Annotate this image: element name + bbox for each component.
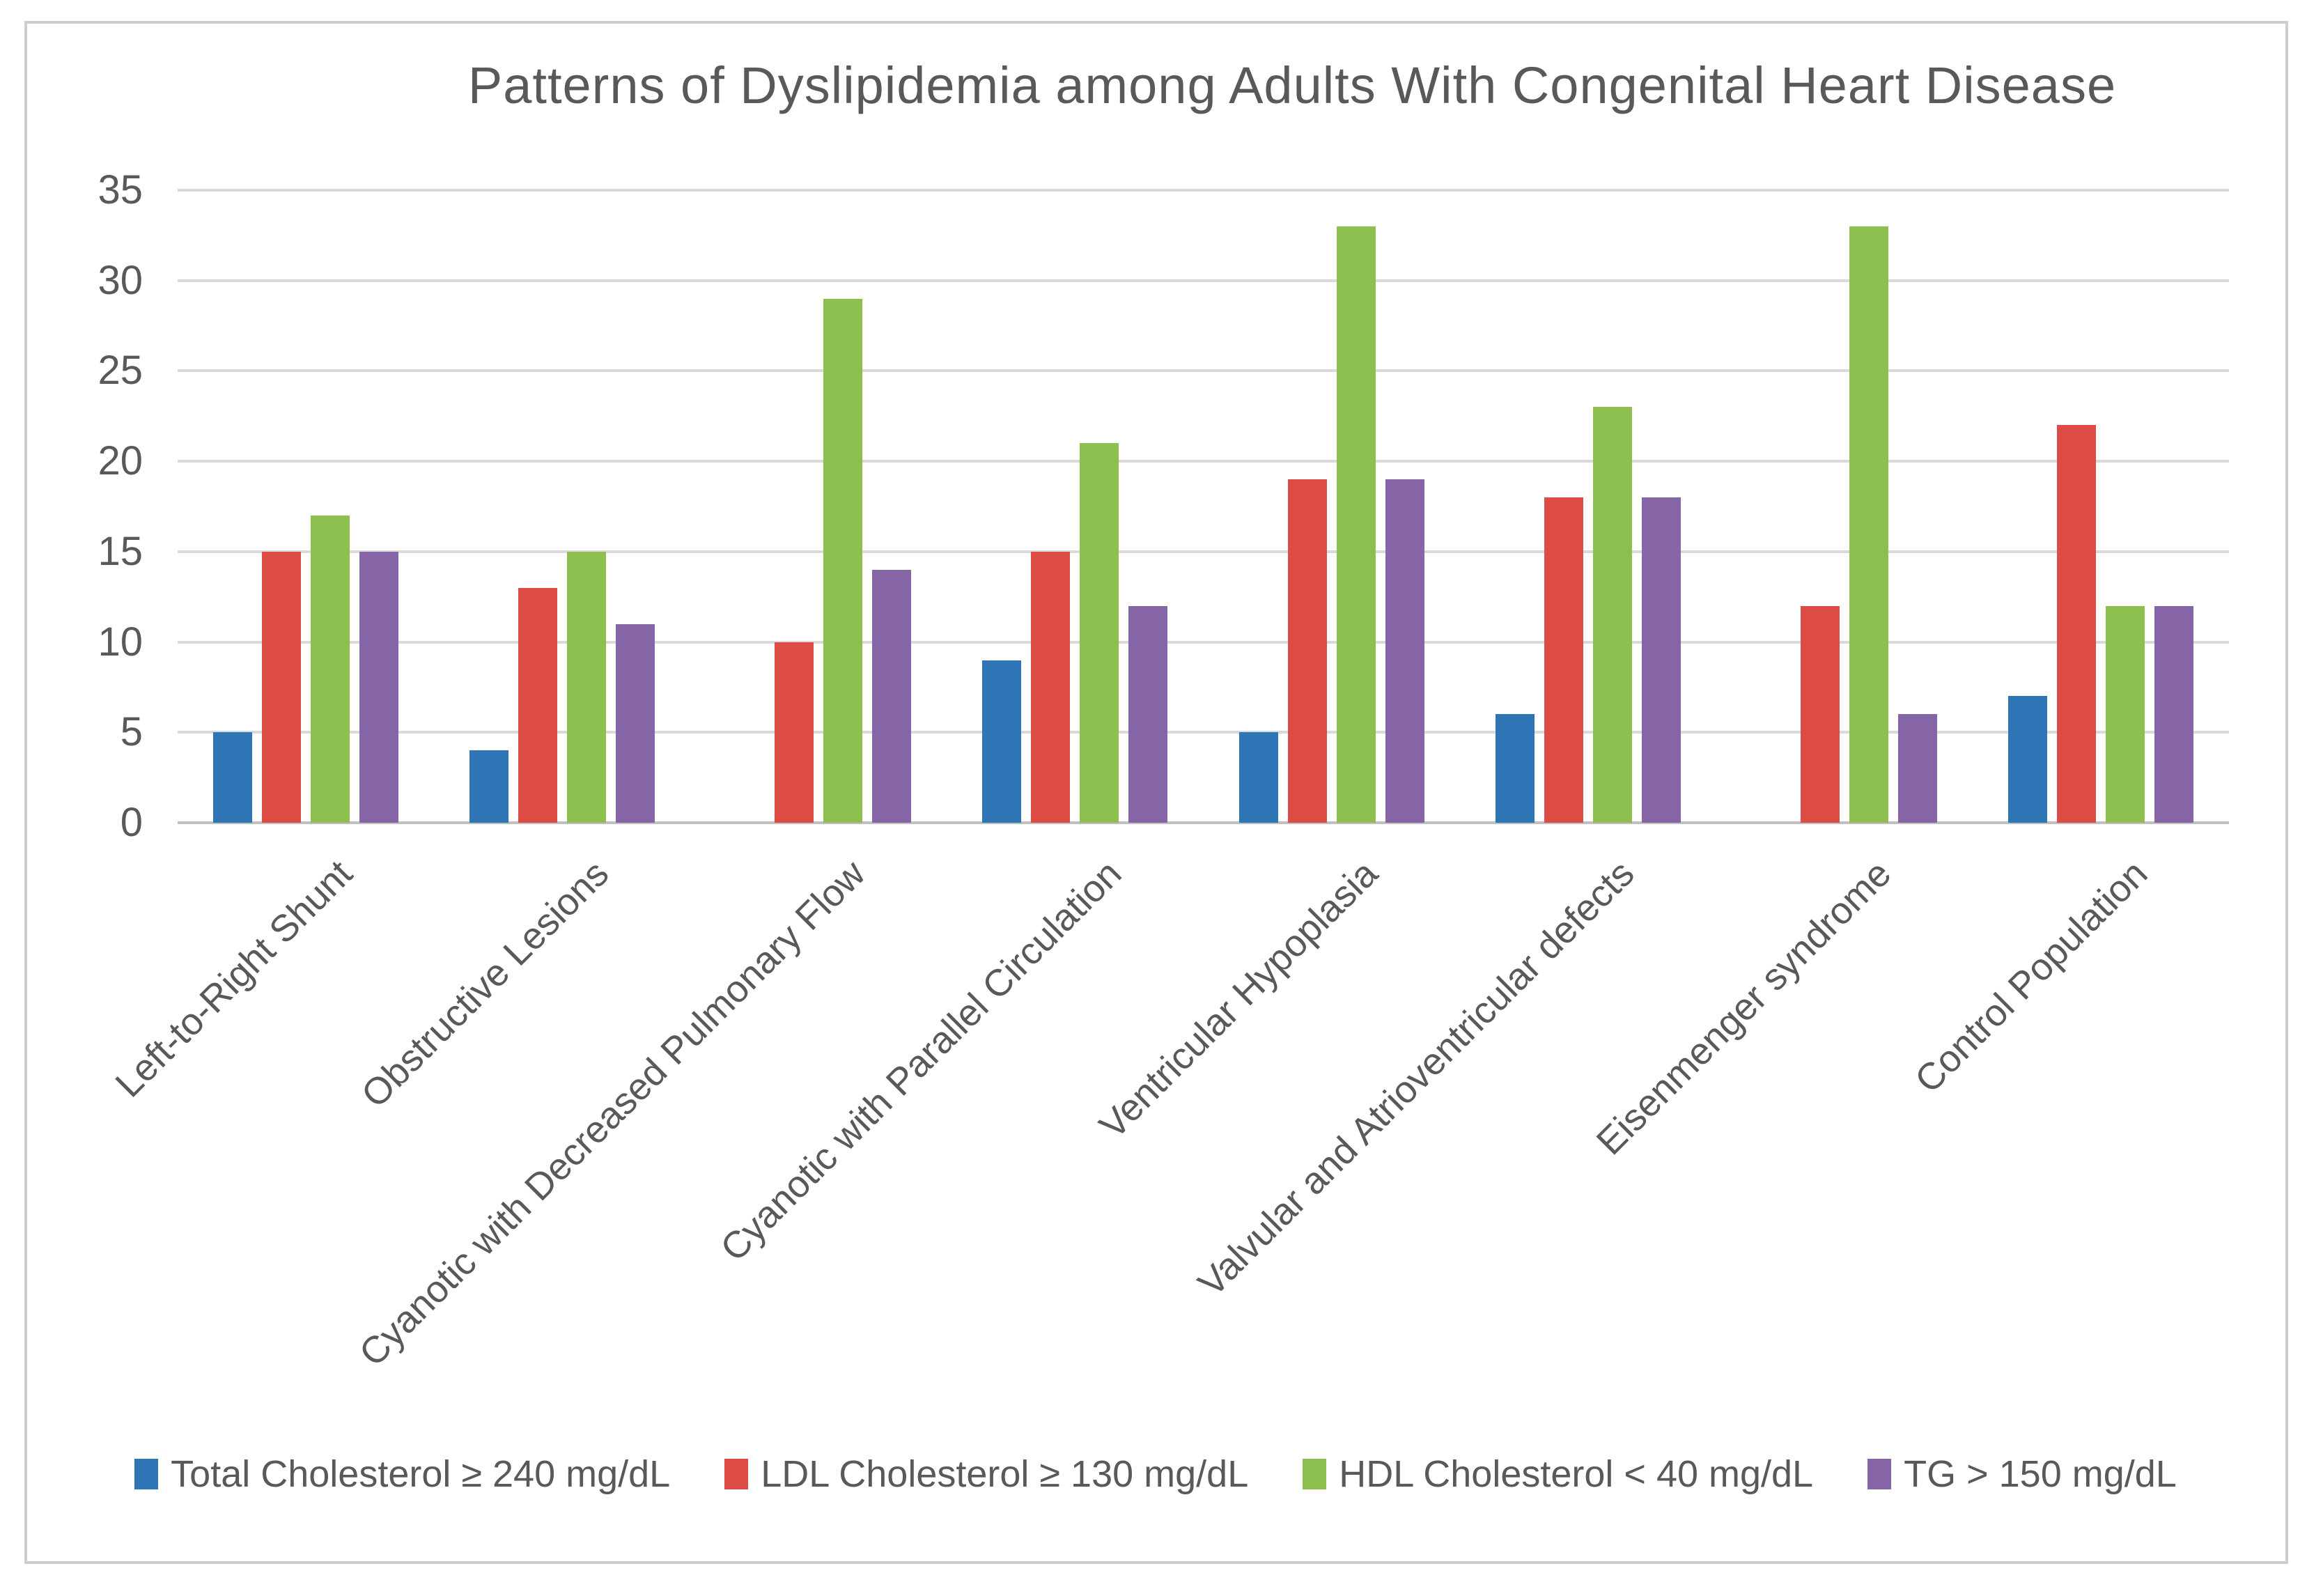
chart-title: Patterns of Dyslipidemia among Adults Wi… — [467, 56, 2117, 114]
bar-3-5 — [1336, 226, 1376, 823]
bar-1-6 — [1495, 714, 1535, 823]
legend-item-2: LDL Cholesterol ≥ 130 mg/dL — [724, 1452, 1248, 1496]
bar-4-6 — [1641, 497, 1681, 823]
bar-1-8 — [2007, 696, 2047, 823]
gridline — [178, 189, 2229, 192]
y-axis-tick-label: 15 — [98, 528, 143, 574]
bar-4-5 — [1385, 479, 1424, 823]
legend-item-4: TG > 150 mg/dL — [1867, 1452, 2177, 1496]
bar-2-2 — [518, 587, 558, 823]
legend-swatch — [134, 1459, 159, 1489]
x-axis-line — [178, 821, 2229, 824]
bar-1-4 — [982, 660, 1022, 823]
gridline — [178, 460, 2229, 463]
bar-2-8 — [2056, 425, 2096, 823]
legend: Total Cholesterol ≥ 240 mg/dL LDL Cholest… — [23, 1452, 2288, 1496]
bar-2-3 — [775, 642, 814, 823]
legend-label: Total Cholesterol ≥ 240 mg/dL — [171, 1453, 671, 1495]
y-axis-tick-label: 5 — [120, 709, 143, 755]
legend-swatch — [724, 1459, 749, 1489]
bar-3-6 — [1592, 407, 1632, 823]
legend-item-1: Total Cholesterol ≥ 240 mg/dL — [134, 1452, 670, 1496]
bar-3-3 — [823, 298, 863, 823]
bar-2-1 — [262, 551, 302, 823]
legend-label: LDL Cholesterol ≥ 130 mg/dL — [761, 1453, 1249, 1495]
gridline — [178, 279, 2229, 282]
gridline — [178, 550, 2229, 553]
bar-3-8 — [2105, 605, 2145, 823]
bar-4-2 — [616, 623, 655, 823]
y-axis-tick-label: 30 — [98, 257, 143, 303]
bar-4-4 — [1128, 605, 1168, 823]
plot-area — [178, 189, 2229, 824]
bar-3-1 — [311, 515, 350, 823]
gridline — [178, 369, 2229, 373]
bar-1-5 — [1238, 732, 1278, 823]
gridline — [178, 731, 2229, 734]
bar-1-2 — [469, 750, 509, 823]
bar-2-5 — [1287, 479, 1327, 823]
bar-4-3 — [872, 569, 912, 823]
y-axis-tick-label: 0 — [120, 800, 143, 845]
bar-4-8 — [2154, 605, 2193, 823]
bar-4-7 — [1897, 714, 1937, 823]
y-axis-tick-label: 10 — [98, 619, 143, 665]
bar-1-1 — [213, 732, 253, 823]
y-axis-tick-label: 35 — [98, 167, 143, 212]
legend-swatch — [1303, 1459, 1327, 1489]
bar-2-7 — [1800, 605, 1840, 823]
legend-label: TG > 150 mg/dL — [1904, 1453, 2177, 1495]
bar-4-1 — [359, 551, 399, 823]
bar-2-4 — [1031, 551, 1071, 823]
bar-3-2 — [567, 551, 607, 823]
legend-label: HDL Cholesterol < 40 mg/dL — [1339, 1453, 1814, 1495]
gridline — [178, 640, 2229, 644]
bar-2-6 — [1544, 497, 1583, 823]
bar-3-4 — [1080, 443, 1119, 823]
legend-swatch — [1867, 1459, 1892, 1489]
bar-3-7 — [1849, 226, 1888, 823]
legend-item-3: HDL Cholesterol < 40 mg/dL — [1303, 1452, 1813, 1496]
y-axis-tick-label: 25 — [98, 348, 143, 394]
y-axis-tick-label: 20 — [98, 438, 143, 484]
